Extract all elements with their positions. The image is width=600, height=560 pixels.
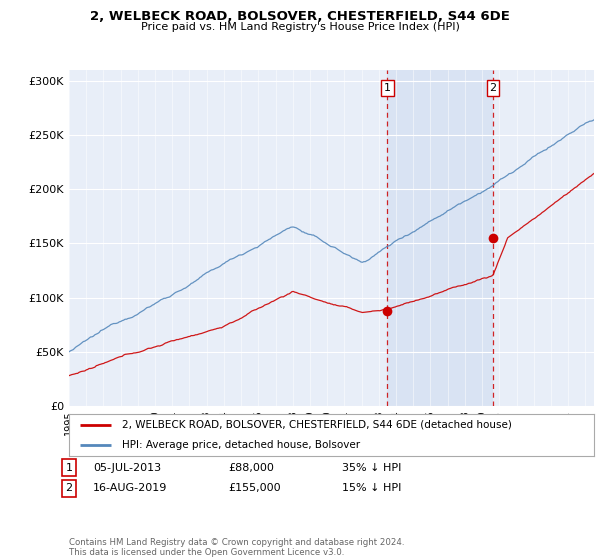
Text: £155,000: £155,000 [228, 483, 281, 493]
Text: 2, WELBECK ROAD, BOLSOVER, CHESTERFIELD, S44 6DE (detached house): 2, WELBECK ROAD, BOLSOVER, CHESTERFIELD,… [121, 420, 511, 430]
Text: 2: 2 [65, 483, 73, 493]
Text: 1: 1 [384, 83, 391, 93]
Text: 35% ↓ HPI: 35% ↓ HPI [342, 463, 401, 473]
Text: 05-JUL-2013: 05-JUL-2013 [93, 463, 161, 473]
Text: 15% ↓ HPI: 15% ↓ HPI [342, 483, 401, 493]
Text: Price paid vs. HM Land Registry's House Price Index (HPI): Price paid vs. HM Land Registry's House … [140, 22, 460, 32]
Text: £88,000: £88,000 [228, 463, 274, 473]
Text: Contains HM Land Registry data © Crown copyright and database right 2024.
This d: Contains HM Land Registry data © Crown c… [69, 538, 404, 557]
Text: 2, WELBECK ROAD, BOLSOVER, CHESTERFIELD, S44 6DE: 2, WELBECK ROAD, BOLSOVER, CHESTERFIELD,… [90, 10, 510, 23]
Text: 16-AUG-2019: 16-AUG-2019 [93, 483, 167, 493]
Text: HPI: Average price, detached house, Bolsover: HPI: Average price, detached house, Bols… [121, 440, 359, 450]
Text: 2: 2 [490, 83, 497, 93]
Bar [388, 70, 493, 406]
Text: 1: 1 [65, 463, 73, 473]
